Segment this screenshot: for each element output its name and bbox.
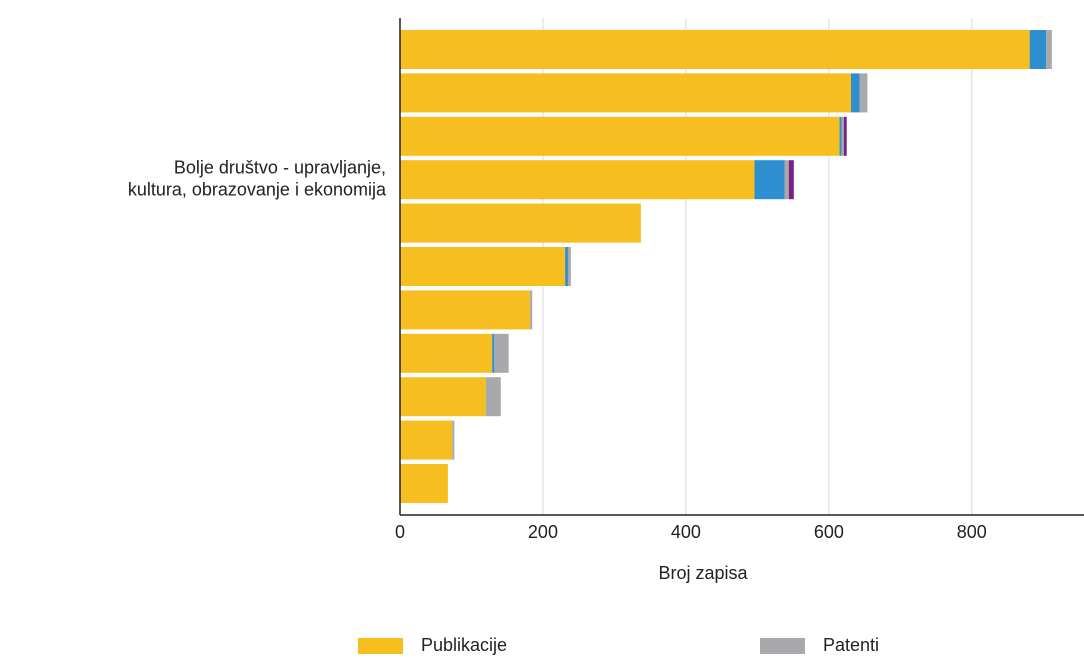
- bar-segment: [492, 333, 495, 373]
- bar-segment: [452, 420, 455, 460]
- bar-segment: [841, 116, 844, 156]
- legend-label: Patenti: [823, 635, 879, 655]
- bar-segment: [400, 160, 755, 200]
- bar-segment: [530, 290, 533, 330]
- x-tick-label: 800: [957, 522, 987, 542]
- bar-segment: [843, 116, 847, 156]
- bar-segment: [400, 464, 448, 503]
- x-tick-label: 600: [814, 522, 844, 542]
- bar-segment: [859, 73, 868, 113]
- legend-swatch: [760, 638, 805, 654]
- bar-segment: [839, 116, 842, 156]
- bar-segment: [850, 73, 860, 113]
- bar-segment: [1029, 30, 1047, 69]
- bar-segment: [485, 377, 501, 417]
- bar-segment: [400, 30, 1030, 69]
- bar-segment: [1046, 30, 1052, 69]
- bar-segment: [400, 377, 486, 417]
- legend-swatch: [358, 638, 403, 654]
- x-tick-label: 200: [528, 522, 558, 542]
- x-tick-label: 400: [671, 522, 701, 542]
- bar-segment: [400, 73, 851, 113]
- bar-segment: [400, 420, 453, 460]
- legend-label: Publikacije: [421, 635, 507, 655]
- bar-segment: [567, 247, 571, 286]
- y-tick-label: Bolje društvo - upravljanje, kultura, obr…: [128, 157, 387, 199]
- bar-segment: [400, 247, 566, 286]
- bar-segment: [400, 116, 840, 156]
- bar-segment: [400, 290, 531, 330]
- bar-segment: [788, 160, 794, 200]
- x-axis-title: Broj zapisa: [658, 563, 748, 583]
- bar-segment: [494, 333, 509, 373]
- bar-segment: [400, 333, 493, 373]
- bar-segment: [400, 203, 641, 243]
- bar-segment: [754, 160, 785, 200]
- x-tick-label: 0: [395, 522, 405, 542]
- bar-segment: [565, 247, 568, 286]
- bar-segment: [784, 160, 789, 200]
